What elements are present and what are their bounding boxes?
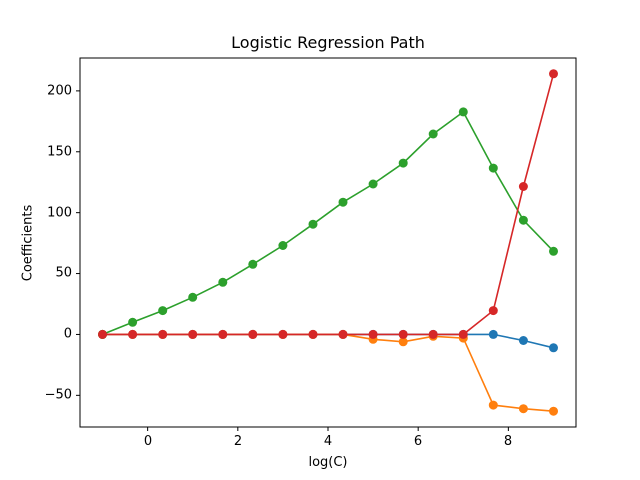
- data-point-marker: [338, 329, 348, 339]
- data-point-marker: [158, 329, 168, 339]
- data-point-marker: [398, 337, 408, 347]
- data-point-marker: [488, 329, 498, 339]
- data-point-marker: [518, 404, 528, 414]
- data-point-marker: [308, 219, 318, 229]
- data-point-marker: [278, 329, 288, 339]
- y-tick-label: −50: [44, 387, 72, 403]
- data-point-marker: [188, 292, 198, 302]
- data-point-marker: [488, 163, 498, 173]
- data-point-marker: [488, 306, 498, 316]
- data-point-marker: [458, 107, 468, 117]
- data-point-marker: [128, 317, 138, 327]
- data-point-marker: [549, 343, 558, 353]
- series-coef_2: [98, 107, 558, 339]
- data-point-marker: [98, 329, 107, 339]
- tick-marks: [76, 90, 509, 431]
- data-point-marker: [368, 179, 378, 189]
- data-point-marker: [488, 400, 498, 410]
- y-axis-label: Coefficients: [20, 204, 36, 282]
- data-point-marker: [549, 406, 558, 416]
- data-point-marker: [518, 336, 528, 345]
- x-axis-label: log(C): [308, 455, 348, 470]
- y-tick-label: 100: [47, 205, 72, 221]
- data-point-marker: [398, 329, 408, 339]
- data-point-marker: [248, 329, 258, 339]
- data-point-marker: [218, 277, 228, 287]
- y-tick-label: 200: [47, 83, 72, 99]
- data-point-marker: [428, 129, 438, 139]
- x-tick-label: 4: [323, 434, 333, 449]
- x-tick-label: 8: [503, 434, 513, 449]
- series-line: [102, 73, 555, 336]
- data-point-marker: [398, 158, 408, 168]
- data-point-marker: [549, 246, 558, 256]
- data-point-marker: [428, 329, 438, 339]
- data-point-marker: [458, 329, 468, 339]
- data-point-marker: [549, 69, 558, 79]
- data-point-marker: [188, 329, 198, 339]
- y-tick-label: 150: [47, 144, 72, 160]
- y-tick-label: 50: [55, 265, 72, 281]
- series-layer: [98, 69, 558, 416]
- data-point-marker: [338, 197, 348, 207]
- series-coef_3: [98, 69, 558, 339]
- data-point-marker: [368, 329, 378, 339]
- y-tick-label: 0: [63, 326, 72, 342]
- data-point-marker: [218, 329, 228, 339]
- chart-title: Logistic Regression Path: [231, 33, 425, 52]
- data-point-marker: [278, 241, 288, 250]
- data-point-marker: [248, 259, 258, 269]
- data-point-marker: [308, 329, 318, 339]
- data-point-marker: [158, 306, 168, 316]
- data-point-marker: [128, 329, 138, 339]
- plot-area: [80, 58, 576, 427]
- x-tick-label: 2: [233, 434, 243, 449]
- series-line: [102, 110, 555, 336]
- x-tick-label: 0: [143, 434, 153, 449]
- data-point-marker: [518, 215, 528, 225]
- x-tick-label: 6: [413, 434, 423, 449]
- data-point-marker: [518, 182, 528, 191]
